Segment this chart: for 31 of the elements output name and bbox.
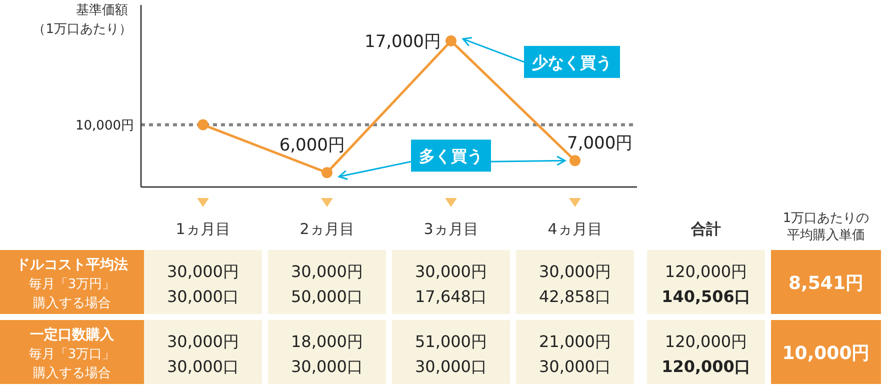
text: 120,000円 120,000口 (662, 332, 750, 376)
text: 18,000円 30,000口 (291, 332, 363, 376)
text: 30,000円 30,000口 (167, 262, 239, 306)
point (198, 119, 208, 130)
category-label: 一定口数購入毎月「3万口」購入する場合 (28, 327, 116, 381)
text: 30,000円 17,648口 (415, 262, 487, 306)
text: 30,000円 50,000口 (291, 262, 363, 306)
text: 21,000円 30,000口 (539, 332, 611, 376)
text: 30,000円 30,000口 (167, 332, 239, 376)
data-label: 17,000円 (364, 32, 441, 52)
data-label: 6,000円 (279, 136, 345, 156)
x-tick-label: 2ヵ月目 (300, 220, 354, 238)
ref-line-label: 10,000円 (76, 118, 134, 134)
text: 10,000円 (782, 343, 870, 364)
category-label: 合計 (690, 220, 721, 238)
text: 51,000円 30,000口 (415, 332, 487, 376)
x-tick-label: 1ヵ月目 (176, 220, 230, 238)
point (322, 167, 332, 178)
text: 30,000円 42,858口 (539, 262, 611, 306)
x-tick-label: 4ヵ月目 (548, 220, 602, 238)
category-label: ドルコスト平均法毎月「3万円」購入する場合 (16, 257, 128, 311)
y-axis-title: 基準価額（1万口あたり） (32, 3, 132, 37)
annotation: 多く買う (419, 146, 483, 166)
category-label: 1万口あたりの平均購入単価 (782, 211, 870, 243)
text: 120,000円 140,506口 (662, 262, 750, 306)
point (446, 35, 456, 46)
text: 8,541円 (788, 273, 864, 294)
point (570, 155, 580, 166)
x-tick-label: 3ヵ月目 (424, 220, 478, 238)
data-label: 7,000円 (567, 134, 633, 154)
annotation: 少なく買う (532, 52, 612, 72)
